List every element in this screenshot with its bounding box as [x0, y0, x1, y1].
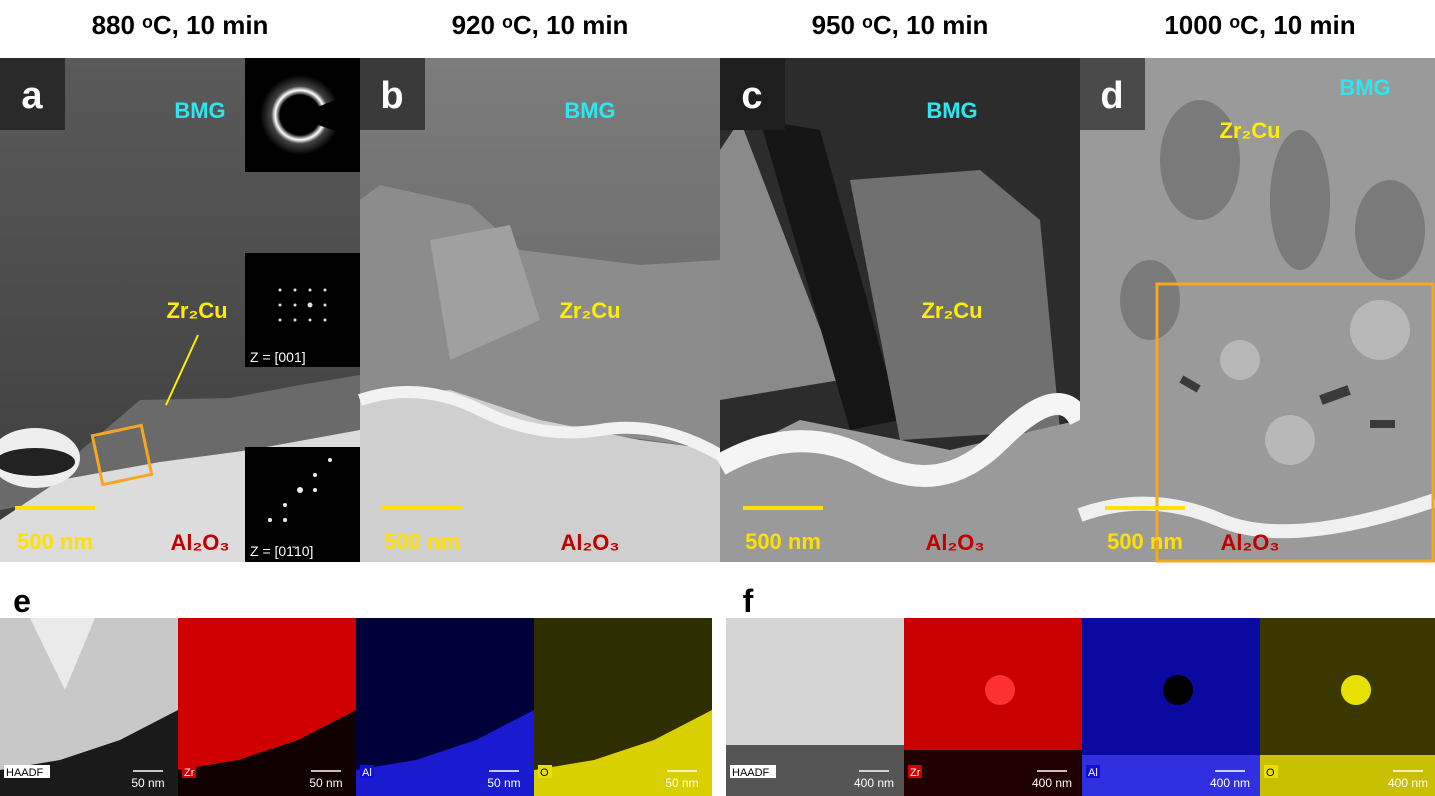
inset-label: Z = [001]	[250, 349, 306, 365]
map-scale-bar-label: 400 nm	[1210, 776, 1250, 790]
map-scale-bar-label: 400 nm	[1388, 776, 1428, 790]
scale-bar-label: 500 nm	[745, 529, 821, 554]
panel-letter: b	[380, 75, 403, 117]
matrix-label: BMG	[1339, 75, 1390, 100]
map-e-images	[0, 618, 712, 796]
column-title: 880 ᵒC, 10 min	[92, 10, 269, 40]
column-title: 1000 ᵒC, 10 min	[1164, 10, 1355, 40]
channel-label: O	[1266, 767, 1275, 779]
phase-label: Zr₂Cu	[921, 298, 982, 323]
matrix-label: BMG	[174, 98, 225, 123]
matrix-label: BMG	[564, 98, 615, 123]
phase-label: Zr₂Cu	[1219, 118, 1280, 143]
map-scale-bar-label: 50 nm	[665, 776, 698, 790]
panel-letter: f	[743, 583, 754, 619]
column-title: 920 ᵒC, 10 min	[452, 10, 629, 40]
map-scale-bar-label: 50 nm	[487, 776, 520, 790]
channel-label: HAADF	[732, 767, 770, 779]
channel-label: Al	[1088, 767, 1098, 779]
panel-letter: e	[13, 583, 31, 619]
phase-label: Zr₂Cu	[166, 298, 227, 323]
scale-bar-label: 500 nm	[384, 529, 460, 554]
channel-label: HAADF	[6, 767, 44, 779]
substrate-label: Al₂O₃	[925, 530, 984, 555]
substrate-label: Al₂O₃	[170, 530, 229, 555]
phase-label: Zr₂Cu	[559, 298, 620, 323]
column-title: 950 ᵒC, 10 min	[812, 10, 989, 40]
channel-label: Al	[362, 767, 372, 779]
substrate-label: Al₂O₃	[1220, 530, 1279, 555]
figure: 880 ᵒC, 10 min a BMG Zr₂Cu Al₂O₃ 500 nm 920 ᵒC…	[0, 0, 1435, 796]
map-scale-bar-label: 400 nm	[854, 776, 894, 790]
scale-bar-label: 500 nm	[1107, 529, 1183, 554]
channel-label: Zr	[184, 767, 195, 779]
map-scale-bar-label: 50 nm	[131, 776, 164, 790]
panel-c-image	[720, 58, 1080, 562]
panel-letter: a	[21, 75, 43, 117]
map-f-images	[726, 618, 1435, 796]
map-scale-bar-label: 400 nm	[1032, 776, 1072, 790]
panel-letter: c	[741, 75, 762, 117]
panel-b-image	[360, 58, 720, 562]
channel-label: O	[540, 767, 549, 779]
matrix-label: BMG	[926, 98, 977, 123]
scale-bar-label: 500 nm	[17, 529, 93, 554]
channel-label: Zr	[910, 767, 921, 779]
inset-label: Z = [01̄10]	[250, 543, 313, 559]
panel-letter: d	[1100, 75, 1123, 117]
map-scale-bar-label: 50 nm	[309, 776, 342, 790]
substrate-label: Al₂O₃	[560, 530, 619, 555]
